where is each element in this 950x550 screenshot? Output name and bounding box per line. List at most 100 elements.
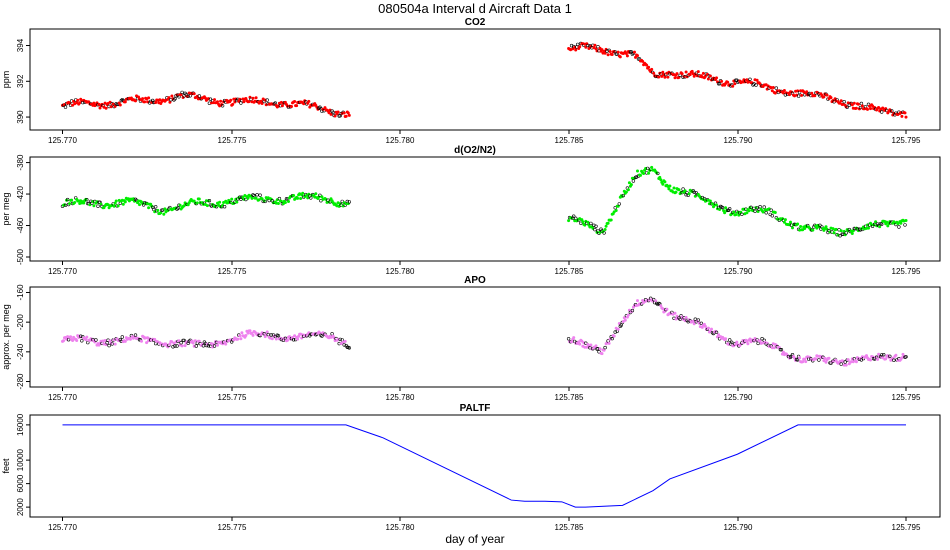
data-point: [293, 100, 297, 103]
x-tick-label: 125.775: [218, 136, 247, 145]
data-point-outline: [107, 343, 111, 348]
data-point: [674, 190, 678, 194]
data-point-outline: [762, 205, 766, 209]
data-point-outline: [845, 105, 849, 109]
data-point-outline: [684, 193, 688, 197]
data-point-outline: [843, 360, 847, 364]
data-point: [814, 357, 818, 361]
data-point: [780, 217, 784, 221]
panel-title: PALTF: [460, 403, 491, 414]
series-1: [61, 329, 351, 350]
data-point: [801, 360, 805, 364]
data-point: [642, 172, 646, 175]
data-point: [659, 304, 663, 308]
data-point: [238, 334, 242, 338]
data-point-outline: [263, 199, 267, 204]
data-point: [692, 322, 696, 326]
data-point-outline: [842, 99, 846, 104]
data-point: [336, 110, 340, 114]
data-point: [108, 339, 112, 343]
data-point-outline: [575, 42, 580, 47]
data-point: [834, 227, 838, 231]
data-point: [270, 337, 274, 341]
data-point-outline: [770, 214, 774, 218]
x-tick-label: 125.785: [555, 136, 584, 145]
data-point-outline: [858, 105, 863, 110]
data-point: [123, 200, 127, 204]
data-point-outline: [96, 204, 100, 208]
data-point-outline: [340, 199, 344, 204]
data-point: [85, 335, 89, 339]
data-point: [770, 89, 774, 93]
data-point: [314, 192, 318, 196]
data-point: [663, 75, 667, 79]
data-point-outline: [347, 200, 351, 204]
data-point: [598, 347, 602, 351]
panels: CO2 ppm 390 392 394 125.770 125.775 125.780 125.…: [1, 17, 941, 532]
data-point: [634, 55, 637, 59]
data-point: [261, 331, 265, 335]
data-point: [612, 334, 616, 338]
data-point: [242, 100, 246, 104]
data-point: [824, 360, 828, 364]
data-point-outline: [602, 231, 606, 235]
series-1: [60, 191, 351, 216]
data-point: [290, 105, 293, 108]
data-point: [73, 201, 77, 204]
series-line-1: [62, 424, 906, 508]
data-point: [636, 299, 639, 303]
data-point: [224, 342, 228, 346]
data-point: [260, 197, 264, 201]
data-point: [626, 188, 630, 192]
data-point: [580, 339, 584, 343]
data-point-outline: [94, 338, 98, 342]
data-point: [143, 100, 147, 104]
data-point-outline: [844, 231, 848, 235]
data-point: [84, 197, 88, 201]
data-point: [680, 72, 684, 76]
data-point-outline: [727, 207, 732, 211]
data-point: [761, 210, 765, 214]
data-point: [677, 188, 681, 192]
data-point-outline: [197, 94, 202, 98]
data-point-outline: [78, 334, 83, 338]
data-point: [265, 330, 269, 334]
data-point-outline: [579, 221, 583, 226]
data-point: [147, 96, 151, 100]
data-point: [567, 219, 571, 223]
data-point-outline: [839, 362, 843, 366]
data-point-outline: [175, 344, 179, 348]
data-point: [197, 197, 201, 201]
data-point: [663, 309, 667, 313]
data-point: [645, 63, 649, 67]
data-point-outline: [879, 353, 884, 357]
data-point: [585, 42, 589, 46]
data-point: [846, 358, 850, 362]
data-point: [296, 337, 300, 341]
data-point-outline: [818, 223, 822, 228]
x-tick-label: 125.790: [724, 523, 753, 532]
data-point: [260, 102, 264, 105]
data-point: [114, 199, 118, 203]
data-point: [128, 337, 132, 341]
data-point: [661, 182, 665, 186]
data-point-outline: [176, 206, 180, 210]
data-point: [688, 73, 692, 77]
data-point: [654, 299, 658, 303]
data-point-outline: [230, 340, 234, 344]
data-point: [866, 107, 869, 111]
data-point: [327, 200, 331, 204]
data-point-outline: [645, 166, 650, 171]
data-point-outline: [212, 344, 217, 348]
data-point-outline: [753, 209, 757, 214]
data-point: [113, 104, 117, 108]
data-point: [346, 111, 350, 115]
data-point-outline: [154, 205, 158, 209]
data-point: [109, 105, 113, 109]
series-1: [61, 90, 351, 118]
data-point: [733, 82, 737, 86]
data-point: [701, 71, 705, 75]
data-point: [293, 334, 297, 338]
data-point: [703, 74, 707, 78]
